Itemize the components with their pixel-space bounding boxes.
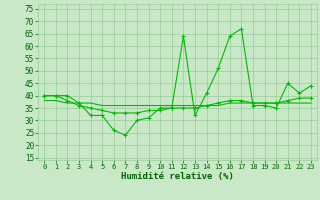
X-axis label: Humidité relative (%): Humidité relative (%) — [121, 172, 234, 181]
